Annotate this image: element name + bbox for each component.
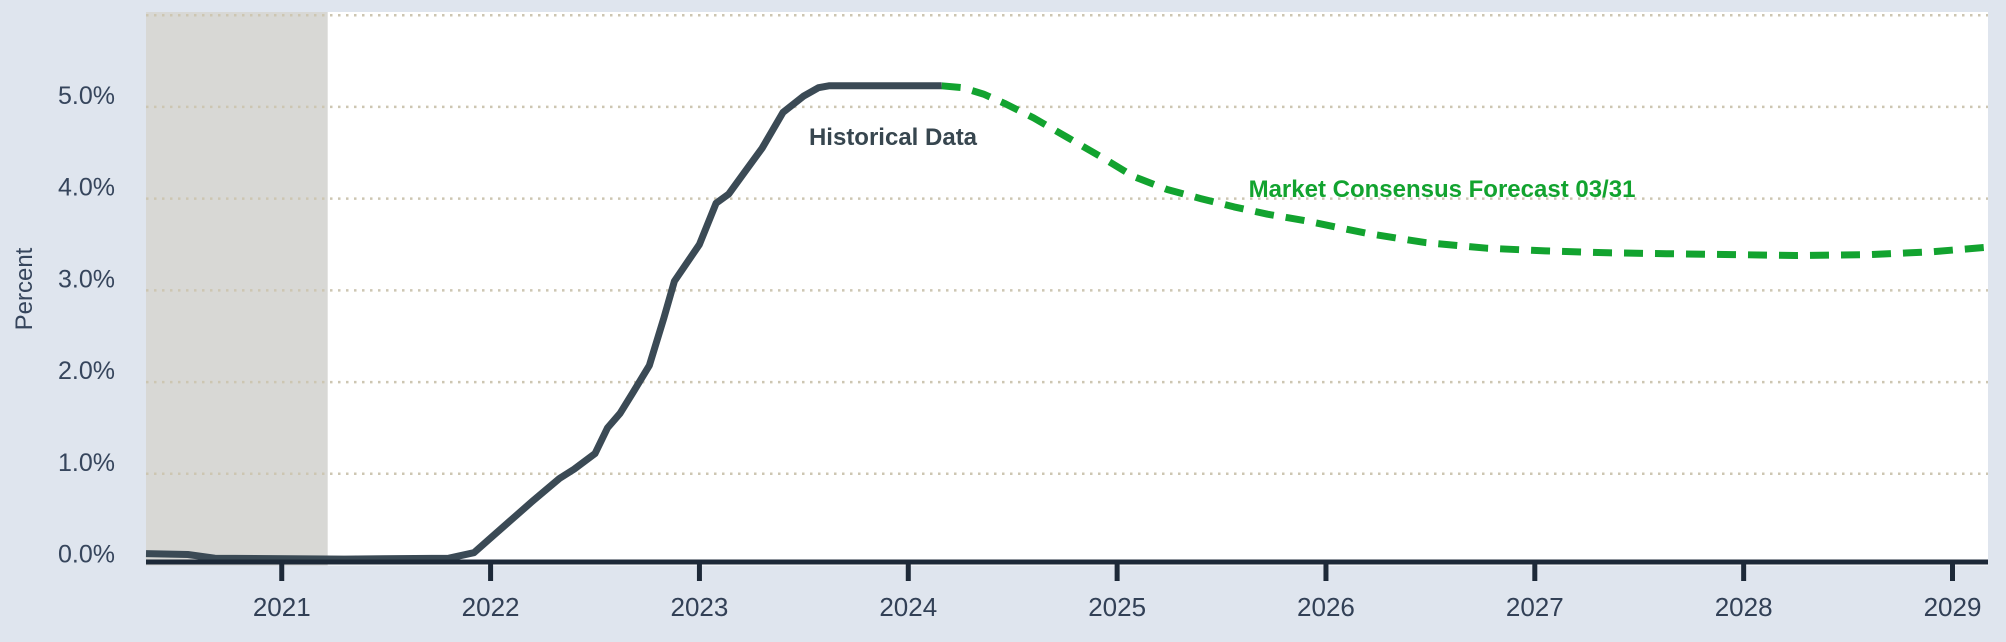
x-tick-label: 2022 (462, 592, 520, 622)
y-tick-label: 4.0% (58, 174, 115, 202)
y-tick-label: 5.0% (58, 82, 115, 110)
plot-area (146, 12, 1988, 566)
x-tick-label: 2021 (253, 592, 311, 622)
y-axis-tick-labels: 0.0% 1.0% 2.0% 3.0% 4.0% 5.0% (58, 82, 115, 569)
x-tick-label: 2023 (671, 592, 729, 622)
x-tick-label: 2028 (1715, 592, 1773, 622)
historical-line (145, 82, 942, 563)
x-tick-label: 2029 (1924, 592, 1982, 622)
y-tick-label: 2.0% (58, 357, 115, 385)
historical-data-label: Historical Data (809, 124, 978, 151)
x-tick-label: 2025 (1088, 592, 1146, 622)
y-tick-label: 1.0% (58, 449, 115, 477)
series-lines (145, 82, 1989, 563)
y-tick-label: 3.0% (58, 265, 115, 293)
forecast-label: Market Consensus Forecast 03/31 (1249, 176, 1636, 203)
x-tick-label: 2024 (879, 592, 937, 622)
y-axis-title: Percent (11, 247, 38, 330)
x-axis-tick-labels: 2021 2022 2023 2024 2025 2026 2027 2028 2029 (253, 592, 1982, 622)
forecast-line (941, 82, 1989, 259)
gridlines (146, 13, 1988, 476)
x-tick-label: 2027 (1506, 592, 1564, 622)
x-tick-label: 2026 (1297, 592, 1355, 622)
y-tick-label: 0.0% (58, 541, 115, 569)
recession-band (146, 12, 328, 566)
x-axis-ticks (279, 560, 1955, 581)
